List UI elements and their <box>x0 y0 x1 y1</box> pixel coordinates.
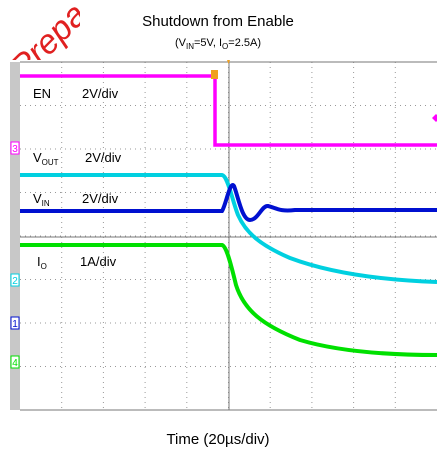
channel-marker: 4 <box>12 358 18 369</box>
channel-scale: 2V/div <box>82 191 119 206</box>
channel-marker: 1 <box>12 319 18 330</box>
subtitle: (VIN=5V, IO=2.5A) <box>175 37 261 51</box>
text-part: V <box>33 150 42 165</box>
text-part: I <box>37 254 41 269</box>
subscript: OUT <box>42 158 59 167</box>
channel-scale: 2V/div <box>82 86 119 101</box>
subscript: IN <box>186 42 194 51</box>
channel-name: VIN <box>33 191 50 208</box>
title: Shutdown from Enable <box>142 13 294 30</box>
trigger-pos <box>227 60 230 64</box>
text-part: =2.5A) <box>228 37 261 49</box>
subscript: IN <box>42 199 50 208</box>
text-part: (V <box>175 37 187 49</box>
en-trace <box>20 74 437 147</box>
trigger-marker <box>211 70 218 79</box>
channel-scale: 2V/div <box>85 150 122 165</box>
channel-bar <box>10 62 20 410</box>
screen <box>10 62 437 410</box>
channel-marker: 3 <box>12 144 18 155</box>
channel-name: EN <box>33 86 51 101</box>
text-part: V <box>33 191 42 206</box>
text-part: =5V, I <box>194 37 222 49</box>
channel-scale: 1A/div <box>80 254 117 269</box>
channel-marker-box <box>10 316 20 330</box>
text-part: EN <box>33 86 51 101</box>
subscript: O <box>41 262 47 271</box>
en-marker <box>432 114 437 122</box>
channel-marker-box <box>10 141 20 155</box>
subscript: O <box>222 42 228 51</box>
vin-trace <box>20 183 437 223</box>
channel-marker-box <box>10 273 20 287</box>
io-trace <box>20 243 437 357</box>
channel-marker: 2 <box>12 276 18 287</box>
channel-marker-box <box>10 355 20 369</box>
x-label: Time (20µs/div) <box>166 431 269 448</box>
channel-name: IO <box>37 254 47 271</box>
channel-name: VOUT <box>33 150 59 167</box>
